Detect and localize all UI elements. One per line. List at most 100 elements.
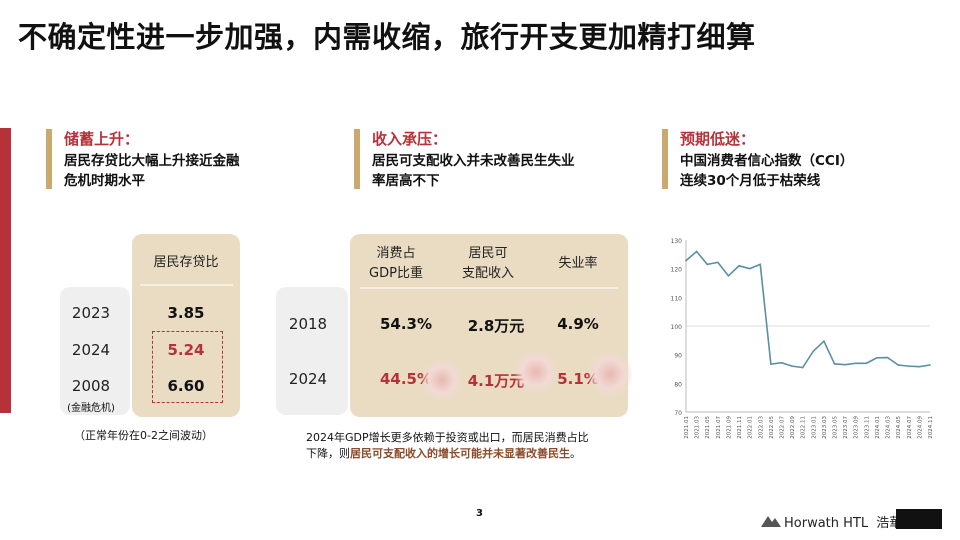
income-note-line: 2024年GDP增长更多依赖于投资或出口，而居民消费占比: [306, 431, 589, 444]
data-point: [886, 356, 889, 359]
section-body-income: 居民可支配收入并未改善民生失业 率居高不下: [372, 151, 575, 191]
x-tick-label: 2021.09: [726, 416, 732, 439]
x-tick-label: 2022.01: [748, 416, 754, 439]
data-point: [833, 363, 836, 365]
column-header: 消费占 GDP比重: [356, 244, 436, 284]
section-body-line: 中国消费者信心指数（CCI）: [680, 153, 854, 169]
data-point: [706, 263, 709, 266]
y-tick-label: 90: [674, 353, 682, 360]
x-tick-label: 2023.01: [811, 416, 817, 439]
section-body-line: 居民可支配收入并未改善民生失业: [372, 153, 575, 169]
x-tick-label: 2023.03: [822, 416, 828, 439]
arrow-up-icon: [514, 352, 558, 392]
x-tick-label: 2024.09: [917, 416, 923, 439]
column-header-line: GDP比重: [369, 266, 423, 281]
data-point: [759, 263, 762, 266]
ratio-value: 6.60: [167, 377, 205, 395]
column-header: 居民可 支配收入: [448, 244, 528, 284]
income-value: 2.8万元: [467, 317, 525, 335]
comparison-highlight-box: [152, 331, 223, 403]
data-point: [717, 261, 719, 264]
page-number: 3: [476, 508, 483, 519]
data-point: [770, 363, 772, 365]
brand-name: Horwath HTL: [784, 516, 869, 531]
year-label: 2023: [71, 304, 111, 322]
horwath-logo-icon: [760, 512, 782, 528]
y-tick-label: 130: [671, 238, 683, 245]
y-tick-label: 110: [671, 295, 683, 302]
note-text: 下降，则: [306, 447, 350, 460]
x-tick-label: 2022.07: [779, 416, 785, 439]
page-title: 不确定性进一步加强，内需收缩，旅行开支更加精打细算: [18, 20, 756, 54]
data-platform-logo-icon: [896, 509, 942, 529]
x-tick-label: 2021.03: [695, 416, 701, 439]
x-tick-label: 2024.03: [886, 416, 892, 439]
ratio-value-highlight: 5.24: [167, 341, 205, 359]
year-label: 2024: [288, 370, 328, 388]
x-tick-label: 2024.01: [875, 416, 881, 439]
section-body-line: 危机时期水平: [64, 173, 145, 189]
chart-svg: 70 80 90 100 110 120 130 2021.01 2021.03 2021.05 2…: [671, 238, 934, 439]
data-point: [780, 361, 783, 364]
year-column-bg: [276, 287, 348, 415]
column-header: 失业率: [558, 256, 598, 271]
note-emphasis: 居民可支配收入的增长可能并未显著改善民生: [350, 447, 570, 460]
income-value: 54.3%: [379, 315, 433, 333]
cci-line-chart: 70 80 90 100 110 120 130 2021.01 2021.03 2021.05 2…: [664, 232, 940, 442]
data-point: [876, 357, 878, 359]
year-label: 2018: [288, 315, 328, 333]
data-point: [791, 365, 793, 367]
section-body-line: 率居高不下: [372, 173, 440, 189]
accent-bar: [0, 128, 11, 413]
y-tick-label: 70: [674, 410, 682, 417]
header-divider: [140, 284, 233, 286]
x-tick-label: 2021.07: [716, 416, 722, 439]
section-body-line: 连续30个月低于枯荣线: [680, 173, 821, 189]
x-tick-label: 2023.11: [864, 416, 870, 439]
x-tick-label: 2023.07: [843, 416, 849, 439]
ratio-value: 3.85: [167, 304, 205, 322]
section-body-savings: 居民存贷比大幅上升接近金融 危机时期水平: [64, 151, 240, 191]
x-tick-label: 2022.11: [801, 416, 807, 439]
cci-series-line: [685, 250, 931, 369]
income-note: 2024年GDP增长更多依赖于投资或出口，而居民消费占比 下降，则居民可支配收入…: [306, 430, 589, 462]
brand-logo: Horwath HTL 浩華: [784, 512, 902, 531]
y-tick-label: 100: [671, 324, 683, 331]
year-column-bg: [60, 287, 130, 415]
year-sublabel: (金融危机): [67, 403, 115, 414]
section-heading-expectation: 预期低迷：: [680, 130, 756, 148]
x-tick-label: 2023.05: [833, 416, 839, 439]
x-tick-label: 2023.09: [854, 416, 860, 439]
data-point: [907, 365, 910, 367]
data-point: [685, 259, 687, 262]
deposit-note: （正常年份在0-2之间波动）: [74, 429, 213, 442]
data-point: [897, 364, 899, 366]
x-tick-label: 2021.11: [737, 416, 743, 439]
year-label: 2024: [71, 341, 111, 359]
data-point: [865, 362, 868, 365]
data-point: [854, 362, 857, 365]
section-accent-bar: [354, 129, 360, 189]
section-body-line: 居民存贷比大幅上升接近金融: [64, 153, 240, 169]
x-tick-label: 2024.05: [896, 416, 902, 439]
y-tick-label: 80: [674, 381, 682, 388]
data-point: [929, 364, 931, 366]
income-value: 4.9%: [557, 315, 599, 333]
year-label: 2008: [71, 377, 111, 395]
x-tick-label: 2021.01: [684, 416, 690, 439]
x-tick-label: 2024.07: [907, 416, 913, 439]
data-point: [748, 267, 751, 270]
data-point: [695, 250, 698, 253]
column-header-line: 居民可: [468, 246, 508, 261]
y-tick-label: 120: [671, 267, 683, 274]
data-point: [801, 366, 804, 369]
column-header-line: 支配收入: [461, 266, 514, 281]
x-tick-label: 2022.09: [790, 416, 796, 439]
arrow-up-icon: [588, 352, 632, 396]
x-tick-label: 2022.03: [758, 416, 764, 439]
data-point: [738, 265, 740, 267]
arrow-down-icon: [422, 360, 462, 400]
ratio-header: 居民存贷比: [153, 255, 219, 270]
x-tick-label: 2021.05: [705, 416, 711, 439]
section-accent-bar: [662, 129, 668, 189]
